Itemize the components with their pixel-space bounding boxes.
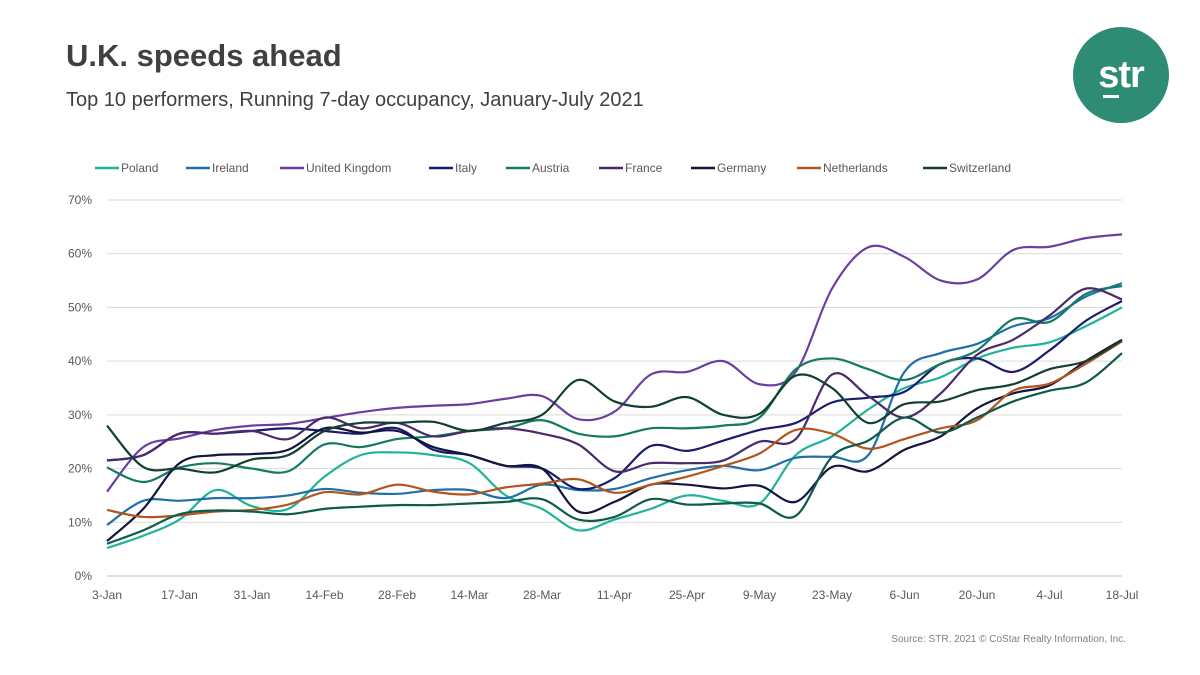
y-tick-label: 30% — [68, 408, 92, 422]
series-line-france — [106, 287, 1123, 473]
str-logo-text: str — [1098, 53, 1145, 96]
x-tick-label: 25-Apr — [669, 588, 705, 602]
legend-label-ireland: Ireland — [212, 161, 249, 175]
series-line-switzerland — [106, 339, 1123, 474]
legend-label-germany: Germany — [717, 161, 766, 175]
x-tick-label: 17-Jan — [161, 588, 198, 602]
legend-label-netherlands: Netherlands — [823, 161, 888, 175]
chart-gridlines — [107, 199, 1122, 577]
series-line-united-kingdom — [106, 233, 1123, 493]
chart-legend: Poland Ireland United Kingdom Italy Austria F… — [95, 161, 1011, 175]
x-tick-label: 11-Apr — [597, 588, 632, 602]
x-tick-label: 28-Feb — [378, 588, 416, 602]
x-tick-label: 14-Feb — [305, 588, 343, 602]
x-tick-label: 14-Mar — [450, 588, 488, 602]
x-tick-label: 23-May — [812, 588, 852, 602]
series-line-unlabeled — [106, 352, 1123, 545]
legend-label-switzerland: Switzerland — [949, 161, 1011, 175]
y-tick-label: 20% — [68, 462, 92, 476]
series-line-netherlands — [106, 340, 1123, 519]
y-tick-label: 50% — [68, 300, 92, 314]
x-tick-label: 31-Jan — [234, 588, 271, 602]
x-tick-label: 18-Jul — [1106, 588, 1139, 602]
legend-label-italy: Italy — [455, 161, 477, 175]
series-line-italy — [106, 300, 1123, 491]
x-tick-label: 28-Mar — [523, 588, 561, 602]
x-tick-label: 3-Jan — [92, 588, 122, 602]
chart-subtitle: Top 10 performers, Running 7-day occupan… — [66, 89, 644, 111]
source-note: Source: STR. 2021 © CoStar Realty Inform… — [891, 634, 1126, 645]
x-tick-label: 20-Jun — [959, 588, 996, 602]
chart-series — [106, 233, 1123, 550]
series-line-ireland — [106, 282, 1123, 526]
x-tick-label: 4-Jul — [1036, 588, 1062, 602]
str-logo-underline — [1103, 95, 1119, 98]
legend-label-austria: Austria — [532, 161, 570, 175]
legend-label-united-kingdom: United Kingdom — [306, 161, 391, 175]
y-tick-label: 40% — [68, 354, 92, 368]
x-axis: 3-Jan 17-Jan 31-Jan 14-Feb 28-Feb 14-Mar 28-Ma… — [92, 588, 1138, 602]
legend-label-france: France — [625, 161, 663, 175]
y-axis: 0% 10% 20% 30% 40% 50% 60% 70% — [68, 193, 92, 583]
series-line-germany — [106, 338, 1123, 542]
legend-label-poland: Poland — [121, 161, 158, 175]
x-tick-label: 9-May — [743, 588, 776, 602]
series-line-poland — [106, 306, 1123, 550]
y-tick-label: 70% — [68, 193, 92, 207]
y-tick-label: 0% — [75, 569, 93, 583]
str-logo: str — [1073, 27, 1169, 123]
series-line-austria — [106, 284, 1123, 484]
chart-title: U.K. speeds ahead — [66, 38, 342, 73]
y-tick-label: 60% — [68, 247, 92, 261]
x-tick-label: 6-Jun — [889, 588, 919, 602]
y-tick-label: 10% — [68, 515, 92, 529]
